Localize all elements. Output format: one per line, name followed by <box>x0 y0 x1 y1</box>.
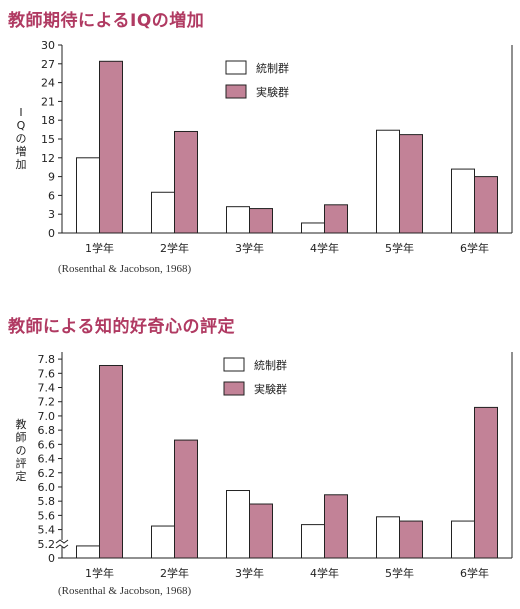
y-axis-label-char: 加 <box>15 158 27 171</box>
bar-experimental <box>174 439 198 559</box>
y-tick-label: 5.8 <box>38 495 56 508</box>
x-tick-label: 2学年 <box>160 241 189 255</box>
x-tick-label: 5学年 <box>385 241 414 255</box>
bar-experimental <box>249 208 273 234</box>
x-tick-label: 3学年 <box>235 241 264 255</box>
y-axis-label-char: 定 <box>15 470 27 483</box>
y-tick-label: 7.4 <box>38 382 56 395</box>
legend-label: 統制群 <box>254 358 287 372</box>
y-tick-label: 18 <box>41 114 55 127</box>
bar-control <box>451 168 475 234</box>
bar-control <box>76 545 100 559</box>
source-citation: (Rosenthal & Jacobson, 1968) <box>58 263 192 275</box>
bar-control <box>226 206 250 234</box>
bar-control <box>76 157 100 234</box>
bar-control <box>376 516 400 559</box>
y-tick-label: 6 <box>48 189 55 202</box>
legend-label: 実験群 <box>254 382 287 396</box>
y-tick-label: 24 <box>41 77 55 90</box>
chart-title: 教師期待によるIQの増加 <box>8 11 205 31</box>
bar-experimental <box>399 134 423 234</box>
y-tick-label: 30 <box>41 39 55 52</box>
bar-experimental <box>474 406 498 559</box>
source-citation: (Rosenthal & Jacobson, 1968) <box>58 585 192 597</box>
x-tick-label: 5学年 <box>385 566 414 580</box>
y-tick-label: 6.6 <box>38 438 56 451</box>
y-tick-label: 6.8 <box>38 424 56 437</box>
x-tick-label: 1学年 <box>85 241 114 255</box>
legend-swatch <box>225 60 247 75</box>
legend-swatch <box>223 381 245 396</box>
y-tick-label: 7.6 <box>38 367 56 380</box>
legend-label: 統制群 <box>256 61 289 75</box>
bar-experimental <box>324 204 348 234</box>
y-tick-label: 7.2 <box>38 396 56 409</box>
y-axis-label: 教師の評定 <box>14 418 28 483</box>
y-tick-label: 3 <box>48 208 55 221</box>
axis-break-mark <box>55 544 69 549</box>
y-tick-label: 0 <box>48 227 55 240</box>
bar-experimental <box>249 503 273 559</box>
y-tick-label: 6.0 <box>38 481 56 494</box>
y-tick-label: 27 <box>41 58 55 71</box>
bar-chart-iq: 0 3 6 9 12 15 18 21 24 27 30 1学年 2学年 3学年 4学年 5学年 6学年 統制群実… <box>41 39 513 255</box>
x-tick-label: 3学年 <box>235 566 264 580</box>
bar-experimental <box>99 60 123 234</box>
x-tick-label: 2学年 <box>160 566 189 580</box>
y-axis-label-char: I <box>19 106 23 119</box>
bar-control <box>226 490 250 559</box>
x-tick-label: 4学年 <box>310 241 339 255</box>
y-tick-label: 5.6 <box>38 509 56 522</box>
y-tick-label: 0 <box>48 552 55 565</box>
y-tick-label: 12 <box>41 152 55 165</box>
y-axis-label-char: 師 <box>15 431 27 444</box>
x-tick-label: 4学年 <box>310 566 339 580</box>
x-tick-label: 1学年 <box>85 566 114 580</box>
bar-control <box>151 525 175 559</box>
bar-control <box>151 191 175 234</box>
chart-title: 教師による知的好奇心の評定 <box>8 317 235 337</box>
y-tick-label: 21 <box>41 95 55 108</box>
y-tick-label: 6.2 <box>38 467 56 480</box>
bar-chart-curiosity: 05.25.4 5.65.86.06.26.4 6.66.87.07.27.4 7.6… <box>38 352 513 580</box>
bar-control <box>301 524 325 559</box>
y-tick-label: 7.8 <box>38 353 56 366</box>
chart-curiosity-rating: 教師による知的好奇心の評定 教師の評定 0 5.2 5.4 5.6 5.8 6.0 6.2 6… <box>0 306 520 609</box>
y-axis-label-char: 評 <box>15 457 27 470</box>
legend-swatch <box>223 357 245 372</box>
y-axis-label-char: 増 <box>15 145 27 158</box>
y-tick-label: 7.0 <box>38 410 56 423</box>
y-axis-label-char: Q <box>16 119 26 132</box>
bar-control <box>301 222 325 234</box>
y-axis-label-char: の <box>15 444 27 457</box>
legend-label: 実験群 <box>256 85 289 99</box>
bar-control <box>376 129 400 234</box>
axis-break-gap <box>56 540 68 547</box>
bar-experimental <box>399 520 423 559</box>
bar-experimental <box>174 130 198 234</box>
y-axis-label-char: の <box>15 132 27 145</box>
y-axis-label-char: 教 <box>15 418 27 431</box>
y-tick-label: 5.4 <box>38 524 56 537</box>
bar-experimental <box>474 176 498 234</box>
x-tick-label: 6学年 <box>460 566 489 580</box>
bar-control <box>451 520 475 559</box>
axis-break-mark <box>55 539 69 544</box>
y-tick-label: 9 <box>48 171 55 184</box>
x-tick-label: 6学年 <box>460 241 489 255</box>
y-tick-label: 5.2 <box>38 538 56 551</box>
bar-experimental <box>324 494 348 559</box>
y-tick-label: 6.4 <box>38 453 56 466</box>
y-tick-label: 15 <box>41 133 55 146</box>
bar-experimental <box>99 364 123 559</box>
legend-swatch <box>225 84 247 99</box>
